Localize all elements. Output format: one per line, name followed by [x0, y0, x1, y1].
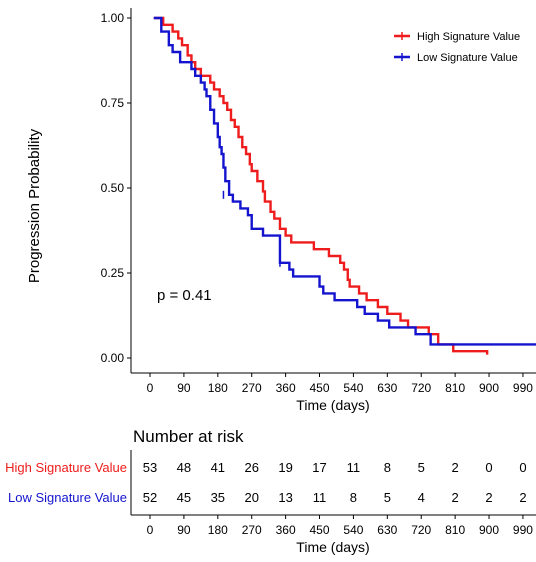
risk-cell: 2 [485, 490, 492, 505]
survival-curve-high [153, 16, 489, 355]
risk-cell: 17 [312, 460, 326, 475]
x-tick-label: 270 [242, 381, 262, 395]
risk-cell: 5 [418, 460, 425, 475]
risk-x-tick-label: 0 [147, 523, 154, 537]
risk-cell: 8 [384, 460, 391, 475]
y-axis-label: Progression Probability [26, 128, 43, 283]
risk-cell: 0 [519, 460, 526, 475]
risk-table-x-label: Time (days) [296, 539, 369, 555]
risk-x-tick-label: 90 [177, 523, 191, 537]
censor-marks [222, 190, 281, 267]
risk-cell: 13 [278, 490, 292, 505]
risk-x-tick-label: 270 [242, 523, 262, 537]
x-tick-label: 90 [177, 381, 191, 395]
x-axis-label: Time (days) [296, 397, 369, 413]
y-tick-label: 0.75 [101, 96, 125, 110]
risk-cell: 4 [418, 490, 425, 505]
risk-cell: 26 [244, 460, 258, 475]
x-tick-label: 990 [513, 381, 533, 395]
y-tick-label: 0.25 [101, 266, 125, 280]
risk-row-label-high: High Signature Value [5, 460, 127, 475]
risk-cell: 2 [452, 490, 459, 505]
x-tick-label: 0 [147, 381, 154, 395]
risk-x-tick-label: 450 [309, 523, 329, 537]
y-tick-label: 0.00 [101, 351, 125, 365]
x-tick-label: 360 [276, 381, 296, 395]
risk-table: Number at risk High Signature Value Low … [5, 427, 536, 555]
legend-key-low: Low Signature Value [394, 52, 518, 64]
x-tick-label: 630 [377, 381, 397, 395]
risk-cell: 11 [347, 460, 361, 475]
risk-cell: 0 [485, 460, 492, 475]
x-tick-label: 720 [411, 381, 431, 395]
y-axis-ticks: 0.00 0.25 0.50 0.75 1.00 [101, 11, 131, 365]
survival-plot: 0.00 0.25 0.50 0.75 1.00 0 90 180 270 360 450 540 6… [26, 8, 536, 413]
risk-x-tick-label: 810 [445, 523, 465, 537]
risk-x-tick-label: 540 [343, 523, 363, 537]
risk-row-label-low: Low Signature Value [8, 490, 127, 505]
risk-x-tick-label: 180 [208, 523, 228, 537]
x-tick-label: 900 [479, 381, 499, 395]
risk-cell: 35 [211, 490, 225, 505]
legend-label-low: Low Signature Value [417, 52, 518, 64]
risk-cell: 2 [452, 460, 459, 475]
legend-label-high: High Signature Value [417, 31, 520, 43]
risk-table-title: Number at risk [133, 427, 244, 446]
risk-cell: 5 [384, 490, 391, 505]
risk-table-x-ticks: 0901802703604505406307208109009901080117… [147, 515, 533, 537]
risk-cell: 52 [143, 490, 157, 505]
legend: High Signature Value Low Signature Value [394, 31, 520, 64]
risk-cell: 2 [519, 490, 526, 505]
legend-key-high: High Signature Value [394, 31, 520, 43]
y-tick-label: 1.00 [101, 11, 125, 25]
risk-cell: 20 [244, 490, 258, 505]
x-tick-label: 180 [208, 381, 228, 395]
x-tick-label: 810 [445, 381, 465, 395]
risk-x-tick-label: 990 [513, 523, 533, 537]
risk-x-tick-label: 900 [479, 523, 499, 537]
risk-cell: 48 [177, 460, 191, 475]
risk-table-cells: 5348412619171185200005245352013118542222… [143, 460, 527, 505]
risk-cell: 8 [350, 490, 357, 505]
x-tick-label: 450 [309, 381, 329, 395]
risk-x-tick-label: 630 [377, 523, 397, 537]
risk-x-tick-label: 360 [276, 523, 296, 537]
risk-cell: 41 [211, 460, 225, 475]
survival-curve-low [153, 16, 536, 346]
p-value-annotation: p = 0.41 [157, 287, 212, 304]
risk-x-tick-label: 720 [411, 523, 431, 537]
risk-cell: 11 [313, 490, 327, 505]
x-axis-ticks: 0901802703604505406307208109009901080117… [147, 373, 533, 395]
risk-cell: 19 [278, 460, 292, 475]
x-tick-label: 540 [343, 381, 363, 395]
y-tick-label: 0.50 [101, 181, 125, 195]
risk-cell: 53 [143, 460, 157, 475]
survival-curves [153, 16, 536, 355]
risk-cell: 45 [177, 490, 191, 505]
